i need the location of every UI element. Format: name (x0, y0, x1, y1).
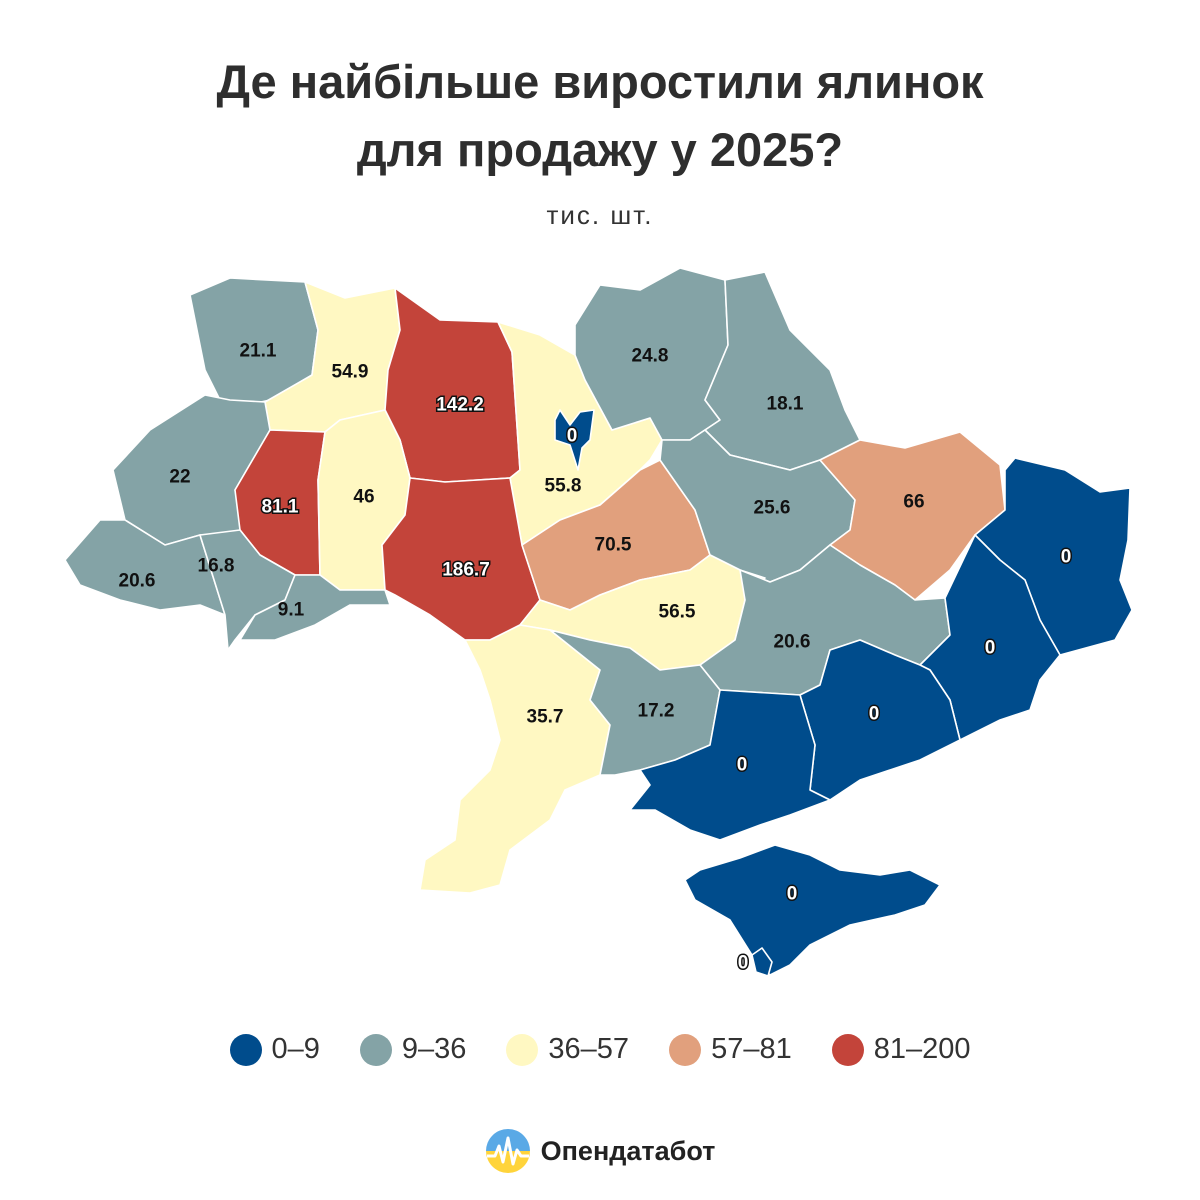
label-zaporizhzhia: 0 (869, 704, 880, 725)
label-zakarpattia: 20.6 (119, 571, 156, 592)
brand-logo: Опендатабот (0, 1128, 1200, 1174)
label-volyn: 21.1 (240, 341, 277, 362)
region-zhytomyr (384, 287, 521, 483)
legend-label-1: 9–36 (401, 1033, 467, 1065)
label-kharkiv: 66 (903, 492, 924, 513)
title-line-2: для продажу у 2025? (356, 123, 844, 176)
legend-swatch-2 (506, 1033, 539, 1066)
label-donetsk: 0 (985, 638, 996, 659)
label-odesa: 35.7 (527, 707, 564, 728)
region-kharkiv (819, 431, 1006, 601)
label-sumy: 18.1 (767, 394, 804, 415)
map-subtitle: тис. шт. (546, 200, 654, 230)
label-vinnytsia: 186.7 (442, 560, 490, 581)
legend-item-4: 81–200 (831, 1033, 971, 1066)
region-crimea (684, 844, 941, 976)
label-cherkasy: 70.5 (595, 535, 632, 556)
label-rivne: 54.9 (332, 362, 369, 383)
opendatabot-logo-icon (485, 1129, 530, 1173)
legend-item-1: 9–36 (359, 1033, 467, 1066)
map-title: Де найбільше виростили ялинок для продаж… (0, 48, 1200, 184)
region-kyiv-city (554, 409, 595, 471)
legend-swatch-1 (359, 1033, 392, 1066)
label-kirovohrad: 56.5 (659, 602, 696, 623)
region-sevastopol (751, 947, 773, 977)
legend-item-0: 0–9 (229, 1033, 320, 1066)
legend-label-4: 81–200 (873, 1033, 971, 1065)
legend-swatch-4 (831, 1033, 864, 1066)
legend-swatch-3 (669, 1033, 702, 1066)
label-crimea: 0 (787, 884, 798, 905)
label-ivano-frankivsk: 16.8 (198, 556, 235, 577)
label-chernivtsi: 9.1 (278, 600, 305, 621)
region-odesa (419, 624, 611, 894)
title-line-1: Де найбільше виростили ялинок (216, 55, 984, 108)
legend: 0–9 9–36 36–57 57–81 81–200 (0, 1033, 1200, 1066)
legend-label-2: 36–57 (548, 1033, 630, 1065)
label-zhytomyr: 142.2 (436, 395, 484, 416)
label-sevastopol: 0 (738, 953, 749, 974)
label-mykolaiv: 17.2 (638, 701, 675, 722)
ukraine-choropleth-map: 21.1 54.9 142.2 55.8 0 24.8 18.1 22 81.1… (64, 267, 1133, 977)
region-chernivtsi (239, 574, 391, 641)
label-kherson: 0 (737, 755, 748, 776)
label-kyiv-oblast: 55.8 (545, 476, 582, 497)
region-value-labels: 21.1 54.9 142.2 55.8 0 24.8 18.1 22 81.1… (119, 341, 1073, 976)
label-chernihiv: 24.8 (632, 346, 669, 367)
legend-item-2: 36–57 (506, 1033, 629, 1066)
legend-swatch-0 (229, 1033, 262, 1066)
label-kyiv-city: 0 (567, 426, 578, 447)
legend-label-0: 0–9 (271, 1033, 320, 1065)
region-kherson (629, 689, 831, 841)
brand-name: Опендатабот (540, 1135, 716, 1166)
label-lviv: 22 (169, 467, 190, 488)
legend-item-3: 57–81 (669, 1033, 792, 1066)
label-luhansk: 0 (1061, 547, 1072, 568)
label-poltava: 25.6 (754, 498, 791, 519)
label-ternopil: 81.1 (262, 497, 299, 518)
label-khmelnytskyi: 46 (353, 487, 374, 508)
legend-label-3: 57–81 (711, 1033, 792, 1065)
label-dnipropetrovsk: 20.6 (774, 632, 811, 653)
